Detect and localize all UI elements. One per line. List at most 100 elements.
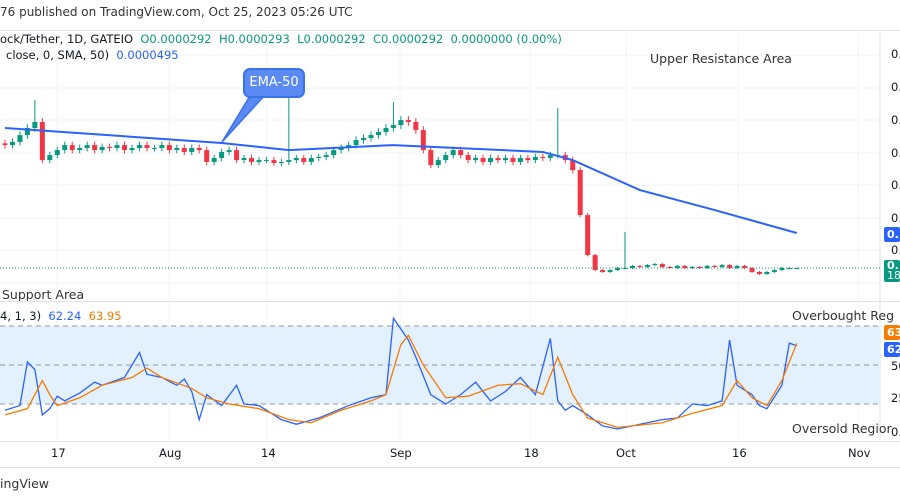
candle-down bbox=[204, 150, 210, 162]
time-axis-label: 14 bbox=[261, 446, 276, 460]
candle-down bbox=[637, 265, 643, 267]
candle-up bbox=[368, 135, 374, 138]
price-axis-label: 0. bbox=[891, 211, 900, 225]
candle-down bbox=[465, 155, 471, 161]
candle-up bbox=[17, 135, 23, 142]
candle-up bbox=[62, 145, 68, 151]
rsi-d-line bbox=[4, 334, 798, 429]
candle-down bbox=[301, 158, 307, 162]
time-axis-label: Sep bbox=[390, 446, 412, 460]
candle-down bbox=[480, 158, 486, 162]
candle-up bbox=[338, 148, 344, 151]
time-axis-label: 16 bbox=[732, 446, 747, 460]
candle-up bbox=[764, 271, 770, 275]
candle-up bbox=[159, 145, 165, 148]
candle-down bbox=[697, 266, 703, 268]
price-axis-label: 0. bbox=[891, 243, 900, 257]
candle-up bbox=[644, 265, 650, 267]
candle-up bbox=[129, 148, 135, 151]
candle-up bbox=[256, 160, 262, 162]
candle-down bbox=[727, 265, 733, 268]
time-axis-divider bbox=[0, 441, 900, 442]
candle-down bbox=[271, 160, 277, 163]
candle-down bbox=[600, 270, 606, 272]
tradingview-logo: ingView bbox=[0, 476, 49, 491]
candle-up bbox=[689, 266, 695, 268]
symbol-legend: ock/Tether, 1D, GATEIO O0.0000292 H0.000… bbox=[0, 32, 562, 46]
candle-up bbox=[226, 150, 232, 152]
candle-down bbox=[458, 150, 464, 156]
candle-down bbox=[510, 158, 516, 162]
candle-up bbox=[488, 158, 494, 162]
candle-up bbox=[24, 128, 30, 136]
candle-up bbox=[615, 268, 621, 271]
candle-down bbox=[428, 150, 434, 166]
candle-up bbox=[99, 146, 105, 151]
candle-up bbox=[652, 264, 658, 266]
upper-resistance-label: Upper Resistance Area bbox=[650, 51, 792, 66]
candle-down bbox=[540, 156, 546, 158]
ohlc-change: 0.0000000 (0.00%) bbox=[450, 32, 562, 46]
candle-down bbox=[39, 121, 45, 161]
candle-down bbox=[234, 150, 240, 161]
candle-up bbox=[547, 155, 553, 158]
candle-down bbox=[667, 266, 673, 268]
candle-up bbox=[390, 125, 396, 128]
candle-down bbox=[405, 120, 411, 122]
ohlc-low: L0.0000292 bbox=[297, 32, 366, 46]
candle-up bbox=[473, 158, 479, 161]
ema-50-line bbox=[4, 127, 798, 234]
candle-up bbox=[353, 140, 359, 146]
candle-up bbox=[331, 150, 337, 156]
candle-up bbox=[241, 158, 247, 161]
candle-up bbox=[361, 138, 367, 141]
candle-up bbox=[211, 158, 217, 162]
time-axis-label: 18 bbox=[524, 446, 539, 460]
time-axis-label: Oct bbox=[616, 446, 636, 460]
price-axis-label: 0. bbox=[891, 47, 900, 61]
support-area-label: Support Area bbox=[2, 287, 85, 302]
candle-up bbox=[323, 155, 329, 157]
candle-up bbox=[376, 131, 381, 136]
candle-up bbox=[622, 268, 628, 269]
candle-up bbox=[719, 265, 725, 267]
time-axis-label: Aug bbox=[159, 446, 182, 460]
symbol-label: ock/Tether, 1D, GATEIO bbox=[0, 32, 134, 46]
candle-up bbox=[674, 265, 680, 268]
candle-down bbox=[69, 145, 75, 151]
ma-price-tag: 0. bbox=[884, 227, 900, 242]
candle-up bbox=[286, 160, 292, 162]
candle-up bbox=[278, 161, 284, 163]
ema-50-callout: EMA-50 bbox=[243, 68, 305, 98]
candle-up bbox=[398, 120, 404, 126]
candle-down bbox=[585, 215, 591, 256]
candle-up bbox=[443, 155, 449, 161]
candle-down bbox=[592, 255, 598, 271]
candle-up bbox=[151, 148, 157, 149]
candle-up bbox=[308, 158, 314, 162]
candle-up bbox=[734, 265, 740, 268]
price-axis-label: 0. bbox=[891, 178, 900, 192]
candle-down bbox=[92, 145, 98, 151]
ohlc-high: H0.0000293 bbox=[218, 32, 290, 46]
price-axis-label: 0. bbox=[891, 80, 900, 94]
candle-up bbox=[450, 150, 456, 156]
candle-up bbox=[771, 270, 777, 272]
candle-down bbox=[749, 268, 755, 272]
candle-down bbox=[570, 160, 576, 171]
candle-down bbox=[166, 145, 172, 151]
ohlc-close: C0.0000292 bbox=[373, 32, 444, 46]
candle-up bbox=[435, 160, 441, 166]
candle-down bbox=[712, 265, 718, 267]
candle-up bbox=[779, 268, 785, 271]
candle-up bbox=[32, 121, 38, 128]
time-axis-label: Nov bbox=[848, 446, 871, 460]
candle-up bbox=[383, 128, 389, 132]
candle-up bbox=[502, 158, 508, 161]
candle-down bbox=[682, 265, 688, 268]
ma-label: close, 0, SMA, 50) bbox=[6, 48, 110, 62]
candle-down bbox=[2, 143, 8, 146]
candle-up bbox=[136, 145, 142, 148]
candle-up bbox=[316, 156, 322, 158]
